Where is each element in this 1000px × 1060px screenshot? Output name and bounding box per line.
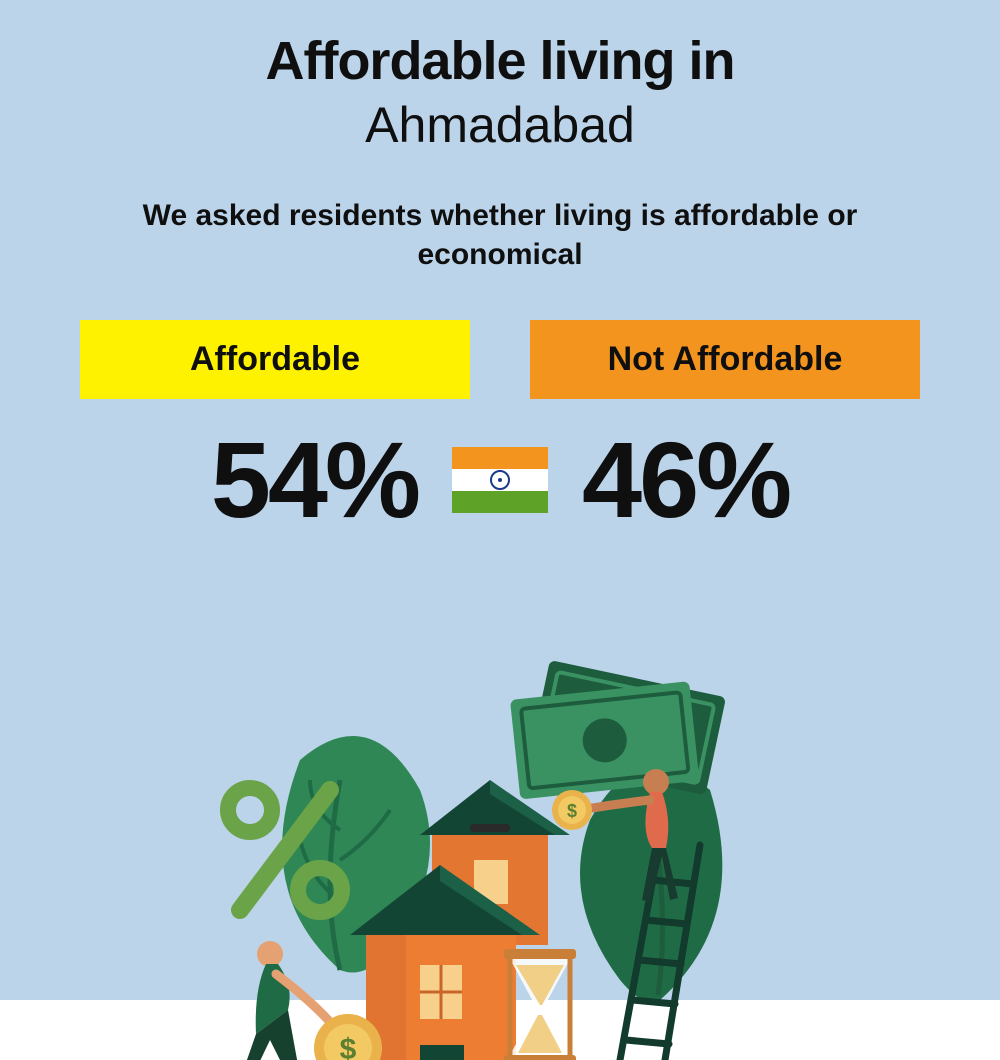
subtitle: We asked residents whether living is aff… [120,196,880,274]
value-affordable: 54% [211,417,418,542]
money-bills-icon-2 [510,681,699,799]
badge-not-affordable: Not Affordable [530,320,920,399]
affordability-illustration: $ $ [190,640,810,1060]
infographic-canvas: Affordable living in Ahmadabad We asked … [0,0,1000,1000]
badge-affordable: Affordable [80,320,470,399]
svg-text:$: $ [340,1033,357,1060]
badges-row: Affordable Not Affordable [0,320,1000,399]
india-flag-icon [452,447,548,513]
title-line1: Affordable living in [0,30,1000,92]
title-line2: Ahmadabad [0,96,1000,154]
values-row: 54% 46% [0,417,1000,542]
value-not-affordable: 46% [582,417,789,542]
svg-text:$: $ [567,801,577,821]
title-block: Affordable living in Ahmadabad [0,0,1000,154]
